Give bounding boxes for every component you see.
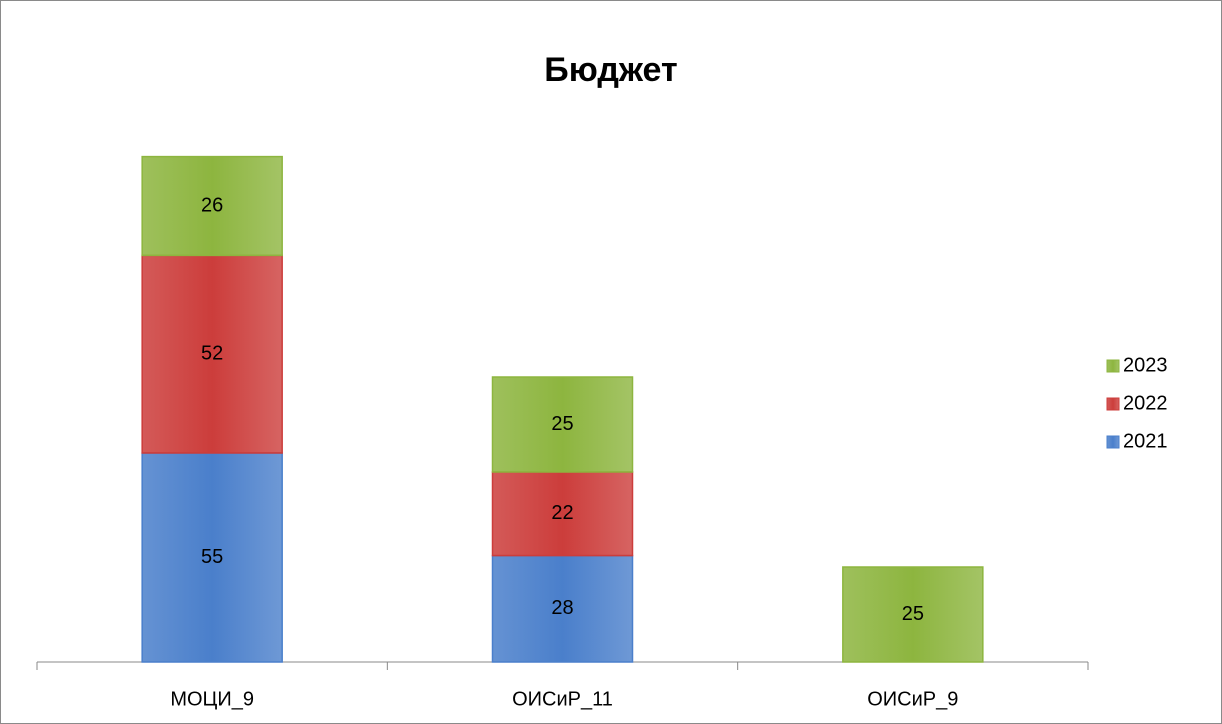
value-label: 52 (201, 342, 223, 364)
legend-swatch (1106, 397, 1120, 411)
chart-title: Бюджет (544, 51, 677, 89)
legend-label: 2023 (1123, 354, 1168, 376)
value-label: 25 (902, 603, 924, 625)
legend-swatch (1106, 359, 1120, 373)
legend-label: 2022 (1123, 392, 1168, 414)
bar-segment (141, 452, 283, 663)
bar-segment (842, 566, 984, 663)
value-label: 28 (551, 597, 573, 619)
bar-segment (491, 376, 634, 473)
legend-swatch (1106, 435, 1120, 449)
value-label: 26 (201, 194, 223, 216)
legend-label: 2021 (1123, 430, 1168, 452)
value-label: 55 (201, 546, 223, 568)
bar-segment (141, 155, 283, 257)
x-tick-label: ОИСиР_9 (867, 688, 958, 710)
x-tick-label: ОИСиР_11 (512, 688, 613, 710)
value-label: 22 (551, 502, 573, 524)
x-tick-label: МОЦИ_9 (170, 688, 254, 710)
value-label: 25 (551, 413, 573, 435)
